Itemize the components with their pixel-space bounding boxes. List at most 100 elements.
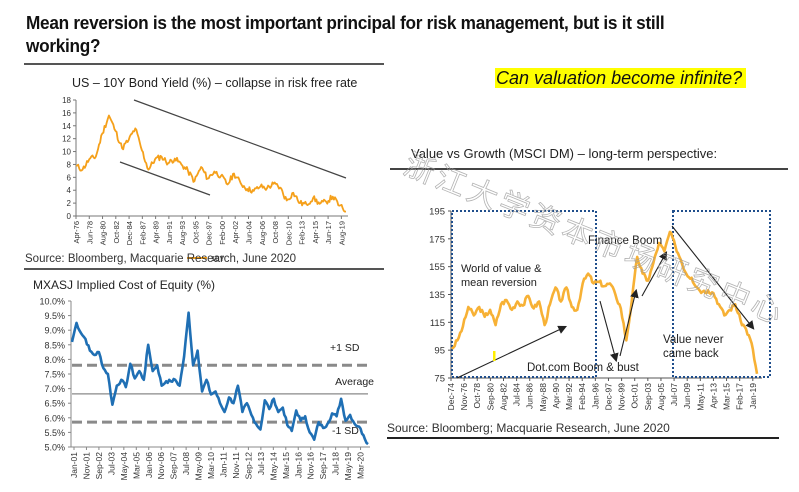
y-tick-label: 4 bbox=[67, 186, 72, 195]
x-tick-label: Aug-82 bbox=[498, 383, 508, 411]
x-tick-label: Jun-09 bbox=[682, 383, 692, 409]
annotation-finance-boom: Finance Boom bbox=[588, 235, 662, 247]
y-tick-label: 95 bbox=[434, 346, 445, 357]
y-tick-label: 6 bbox=[67, 173, 72, 182]
x-tick-label: Jan-16 bbox=[293, 452, 303, 478]
x-tick-label: Jul-18 bbox=[331, 452, 341, 475]
x-tick-label: Apr-76 bbox=[72, 221, 81, 244]
x-tick-label: Dec-97 bbox=[205, 221, 214, 245]
divider-right-top bbox=[390, 168, 788, 170]
x-tick-label: Jun-86 bbox=[525, 383, 535, 409]
annotation-value-never: Value never bbox=[663, 334, 724, 346]
y-tick-label: 6.5% bbox=[44, 399, 65, 409]
x-tick-label: Apr-13 bbox=[708, 383, 718, 409]
x-tick-label: Jan-11 bbox=[219, 452, 229, 478]
x-tick-label: Apr-02 bbox=[231, 221, 240, 244]
arrow-long-term-rise bbox=[456, 325, 567, 379]
x-tick-label: Feb-13 bbox=[298, 221, 307, 245]
x-tick-label: Jul-84 bbox=[512, 383, 522, 406]
x-tick-label: Sep-17 bbox=[318, 452, 328, 480]
x-tick-label: Jan-06 bbox=[144, 452, 154, 478]
x-tick-label: Oct-95 bbox=[191, 221, 200, 244]
question-text: Can valuation become infinite? bbox=[495, 68, 747, 88]
x-tick-label: May-14 bbox=[268, 452, 278, 481]
annotation-came-back: came back bbox=[663, 348, 719, 360]
x-tick-label: Aug-93 bbox=[178, 221, 187, 245]
x-tick-label: Sep-02 bbox=[94, 452, 104, 480]
x-tick-label: Sep-12 bbox=[243, 452, 253, 480]
x-tick-label: Oct-78 bbox=[472, 383, 482, 409]
x-tick-label: May-04 bbox=[119, 452, 129, 481]
x-tick-label: Dec-97 bbox=[603, 383, 613, 411]
trend-line-upper bbox=[133, 99, 347, 179]
y-tick-label: 2 bbox=[67, 199, 72, 208]
y-tick-label: 10 bbox=[62, 148, 71, 157]
divider-top-left bbox=[24, 63, 384, 65]
x-tick-label: Oct-01 bbox=[630, 383, 640, 409]
x-tick-label: Apr-15 bbox=[311, 221, 320, 244]
page-title: Mean reversion is the most important pri… bbox=[26, 12, 665, 56]
reference-label-average: Average bbox=[335, 376, 374, 388]
y-tick-label: 135 bbox=[429, 290, 445, 301]
x-tick-label: Aug-05 bbox=[656, 383, 666, 411]
y-tick-label: 18 bbox=[62, 96, 71, 105]
y-tick-label: 5.0% bbox=[44, 443, 65, 453]
x-tick-label: May-88 bbox=[538, 383, 548, 412]
y-tick-label: 9.0% bbox=[44, 326, 65, 336]
mxasj-chart: 5.0% 5.5% 6.0% 6.5% 7.0% 7.5% 8.0% 8.5% 9.0% 9.5%… bbox=[39, 297, 374, 481]
series-line-value-vs-growth bbox=[451, 230, 759, 375]
y-tick-label: 6.0% bbox=[44, 413, 65, 423]
x-tick-label: Oct-08 bbox=[271, 221, 280, 244]
x-tick-label: Nov-11 bbox=[231, 452, 241, 479]
x-tick-label: Jul-03 bbox=[106, 452, 116, 475]
y-tick-label: 115 bbox=[430, 318, 445, 329]
x-tick-label: Jul-13 bbox=[256, 452, 266, 475]
us10y-chart: 0 2 4 6 8 10 12 14 16 18 Apr-76 Jun-78 Aug-80 Oct-82 D… bbox=[62, 96, 348, 263]
x-tick-label: Jun-04 bbox=[244, 221, 253, 244]
x-tick-label: May-19 bbox=[343, 452, 353, 481]
us10y-source: Source: Bloomberg, Macquarie Research, J… bbox=[25, 253, 297, 265]
x-tick-label: Aug-80 bbox=[99, 221, 108, 245]
x-tick-label: Nov-76 bbox=[459, 383, 469, 411]
x-tick-label: Feb-94 bbox=[577, 383, 587, 410]
series-line-mxasj bbox=[70, 311, 369, 446]
divider-mid-left bbox=[24, 268, 384, 270]
y-tick-label: 195 bbox=[429, 207, 445, 218]
mxasj-chart-title: MXASJ Implied Cost of Equity (%) bbox=[33, 278, 216, 292]
x-tick-label: Feb-87 bbox=[138, 221, 147, 245]
arrow-value-decline bbox=[671, 225, 755, 330]
x-tick-label: Mar-10 bbox=[206, 452, 216, 479]
annotation-world-of-value: World of value & bbox=[461, 263, 542, 275]
y-tick-label: 14 bbox=[62, 122, 71, 131]
x-tick-label: Mar-15 bbox=[281, 452, 291, 479]
x-tick-label: Sep-07 bbox=[169, 452, 179, 480]
x-tick-label: Oct-82 bbox=[112, 221, 121, 244]
y-tick-label: 8.5% bbox=[44, 340, 65, 350]
x-tick-label: Mar-92 bbox=[564, 383, 574, 410]
x-tick-label: Feb-00 bbox=[218, 221, 227, 245]
x-tick-label: Sep-80 bbox=[485, 383, 495, 411]
x-tick-label: Apr-90 bbox=[551, 383, 561, 409]
vg-source: Source: Bloomberg; Macquarie Research, J… bbox=[387, 421, 670, 435]
y-tick-label: 7.5% bbox=[44, 370, 65, 380]
y-tick-label: 175 bbox=[429, 234, 445, 245]
vg-chart-title: Value vs Growth (MSCI DM) – long-term pe… bbox=[411, 146, 718, 161]
x-tick-label: Dec-84 bbox=[125, 221, 134, 245]
region-box-post-gfc bbox=[672, 210, 771, 378]
y-tick-label: 16 bbox=[62, 109, 71, 118]
x-tick-label: Nov-16 bbox=[306, 452, 316, 480]
arrow-finance-boom bbox=[641, 251, 668, 297]
x-tick-label: Jun-78 bbox=[85, 221, 94, 244]
y-tick-label: 0 bbox=[67, 212, 72, 221]
arrow-recovery bbox=[619, 288, 639, 357]
annotation-dotcom: Dot.com Boom & bust bbox=[527, 362, 640, 374]
reference-label-plus-1sd: +1 SD bbox=[330, 342, 360, 354]
x-tick-label: Nov-01 bbox=[81, 452, 91, 480]
y-tick-label: 8.0% bbox=[44, 355, 65, 365]
x-tick-label: Jan-01 bbox=[69, 452, 79, 478]
legend-label-10y: 10Y bbox=[211, 254, 224, 263]
x-tick-label: Dec-74 bbox=[446, 383, 456, 411]
region-box-value-era bbox=[451, 210, 597, 378]
y-tick-label: 5.5% bbox=[44, 428, 65, 438]
